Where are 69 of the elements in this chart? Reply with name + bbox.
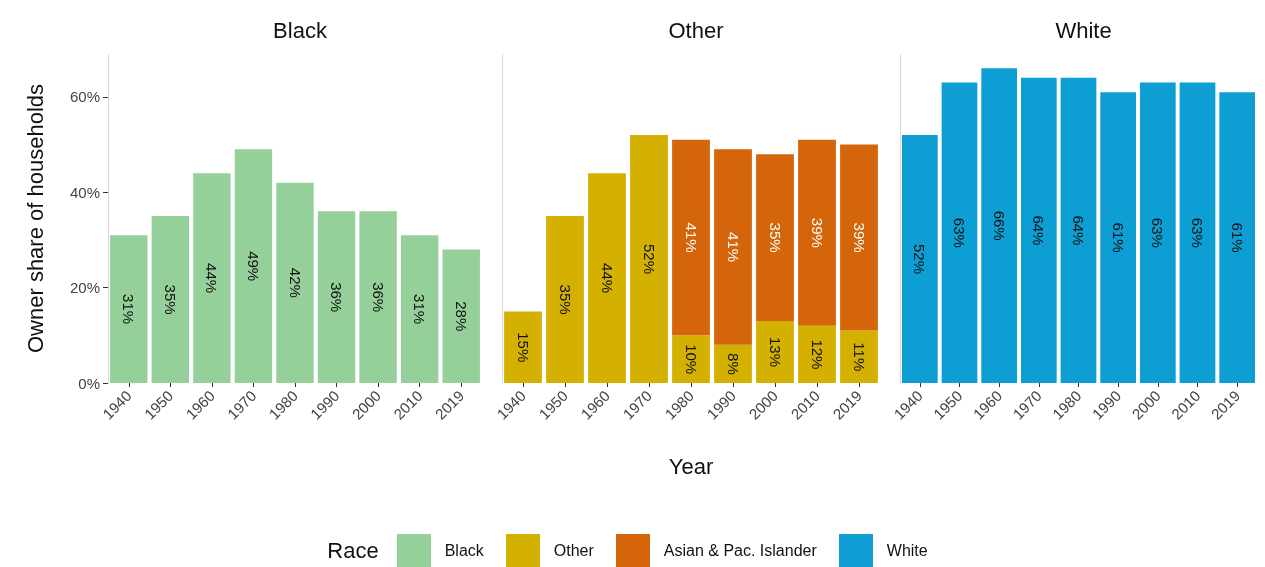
bar	[630, 135, 668, 383]
bar	[400, 235, 439, 383]
y-axis-title: Owner share of households	[22, 83, 48, 354]
data-label: 36%	[369, 282, 387, 313]
data-label: 39%	[808, 217, 826, 248]
bar	[588, 173, 626, 383]
bar	[504, 311, 542, 383]
chart-title: Black	[273, 17, 328, 43]
data-label: 63%	[1149, 217, 1167, 248]
data-label: 61%	[1228, 222, 1246, 253]
bar	[151, 216, 190, 383]
data-label: 13%	[766, 336, 784, 368]
data-label: 61%	[1109, 222, 1127, 253]
bar	[714, 149, 752, 345]
data-label: 44%	[203, 263, 221, 294]
y-tick-label: 40%	[69, 183, 100, 201]
data-label: 63%	[951, 217, 968, 248]
data-label: 39%	[850, 222, 868, 253]
bar	[840, 330, 878, 383]
bar	[756, 321, 794, 383]
data-label: 11%	[850, 342, 868, 372]
data-label: 41%	[682, 222, 700, 253]
y-tick-label: 60%	[69, 88, 100, 106]
data-label: 35%	[161, 284, 179, 315]
bar	[672, 139, 710, 336]
data-label: 10%	[682, 344, 700, 375]
data-label: 8%	[724, 353, 742, 375]
legend-label: White	[886, 542, 928, 560]
bar	[840, 144, 878, 331]
legend-label: Black	[444, 542, 484, 560]
data-label: 35%	[766, 222, 784, 253]
x-axis-title: Year	[668, 453, 714, 479]
bar	[546, 216, 584, 383]
bar	[442, 249, 480, 383]
chart-title: White	[1055, 17, 1112, 43]
legend-title: Race	[327, 538, 379, 564]
bar	[756, 154, 794, 322]
bar	[798, 325, 836, 383]
data-label: 64%	[1070, 215, 1087, 246]
data-label: 36%	[328, 282, 346, 313]
data-label: 41%	[724, 232, 742, 263]
bar	[276, 182, 314, 383]
data-label: 52%	[911, 244, 929, 275]
bar	[317, 211, 356, 383]
bar	[193, 173, 231, 383]
data-label: 28%	[452, 301, 470, 332]
data-label: 35%	[556, 284, 574, 315]
chart-title: Other	[668, 17, 724, 43]
y-tick-label: 20%	[69, 279, 100, 297]
data-label: 66%	[990, 210, 1008, 241]
data-label: 64%	[1030, 215, 1048, 246]
bar	[110, 235, 148, 383]
bar	[798, 139, 836, 326]
bar	[234, 149, 273, 383]
bar	[714, 344, 752, 383]
data-label: 52%	[640, 244, 658, 275]
data-label: 31%	[411, 294, 429, 325]
legend-label: Asian & Pac. Islander	[663, 542, 817, 560]
data-label: 44%	[598, 263, 616, 294]
data-label: 31%	[120, 294, 138, 325]
bar	[359, 211, 397, 383]
bar	[672, 335, 710, 383]
data-label: 63%	[1189, 217, 1206, 248]
data-label: 15%	[514, 332, 532, 363]
data-label: 12%	[808, 339, 826, 370]
y-tick-label: 0%	[78, 374, 100, 392]
data-label: 42%	[286, 267, 304, 298]
data-label: 49%	[244, 251, 262, 282]
legend-label: Other	[553, 542, 594, 560]
